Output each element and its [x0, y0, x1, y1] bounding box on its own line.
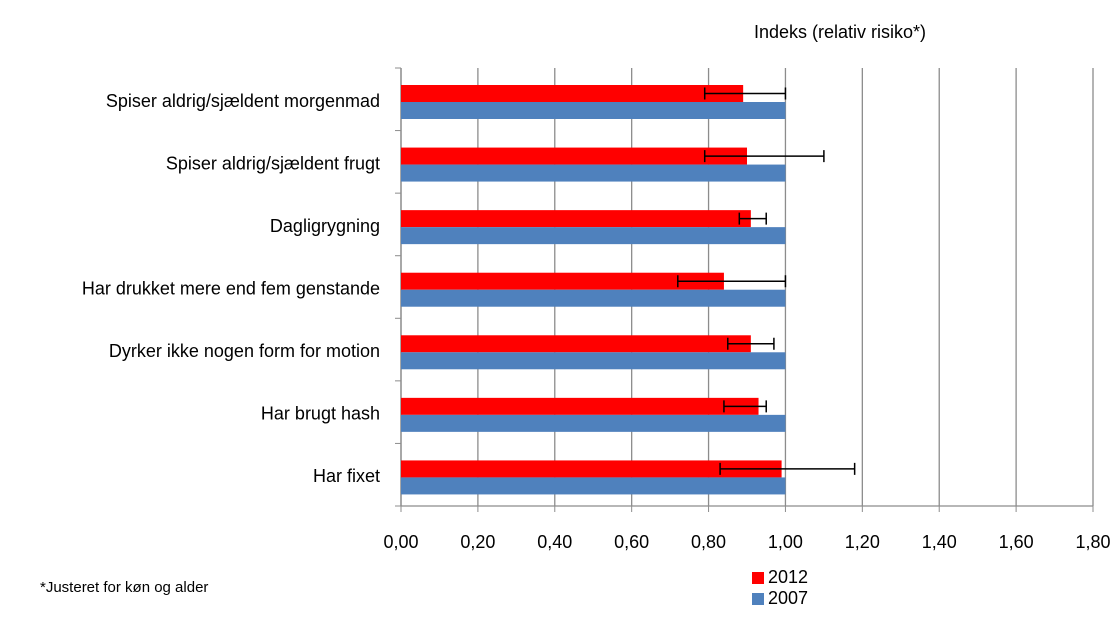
bar	[401, 414, 786, 432]
x-tick-label: 1,40	[922, 532, 957, 552]
bar	[401, 335, 751, 353]
x-tick-label: 0,00	[383, 532, 418, 552]
x-tick-label: 0,60	[614, 532, 649, 552]
x-tick-label: 1,20	[845, 532, 880, 552]
bar	[401, 102, 786, 119]
y-tick-label: Dyrker ikke nogen form for motion	[109, 341, 380, 361]
bar	[401, 227, 786, 245]
x-tick-label: 0,80	[691, 532, 726, 552]
error-bar	[723, 400, 767, 413]
error-bar	[738, 212, 767, 225]
legend-label: 2012	[768, 567, 808, 587]
x-tick-label: 0,20	[460, 532, 495, 552]
y-tick-label: Har fixet	[313, 466, 380, 486]
bar	[401, 164, 786, 182]
bar	[401, 272, 724, 290]
bar	[401, 397, 759, 415]
bar	[401, 460, 782, 478]
legend-swatch	[752, 572, 764, 584]
bar	[401, 289, 786, 307]
x-tick-label: 0,40	[537, 532, 572, 552]
legend-label: 2007	[768, 588, 808, 608]
y-tick-label: Spiser aldrig/sjældent morgenmad	[106, 91, 380, 111]
axis-title: Indeks (relativ risiko*)	[754, 22, 926, 42]
bar	[401, 210, 751, 228]
error-bar	[677, 275, 787, 288]
bar	[401, 147, 747, 165]
bar	[401, 352, 786, 370]
legend-swatch	[752, 593, 764, 605]
y-tick-label: Har brugt hash	[261, 404, 380, 424]
bar	[401, 85, 744, 102]
footnote: *Justeret for køn og alder	[40, 579, 208, 596]
error-bar	[703, 150, 825, 163]
error-bar	[719, 462, 856, 475]
x-tick-label: 1,80	[1075, 532, 1110, 552]
x-tick-label: 1,00	[768, 532, 803, 552]
y-tick-label: Spiser aldrig/sjældent frugt	[166, 153, 380, 173]
y-tick-label: Dagligrygning	[270, 216, 380, 236]
bar	[401, 477, 786, 495]
x-tick-label: 1,60	[999, 532, 1034, 552]
y-tick-label: Har drukket mere end fem genstande	[82, 278, 380, 298]
error-bar	[703, 87, 787, 100]
error-bar	[727, 337, 775, 350]
